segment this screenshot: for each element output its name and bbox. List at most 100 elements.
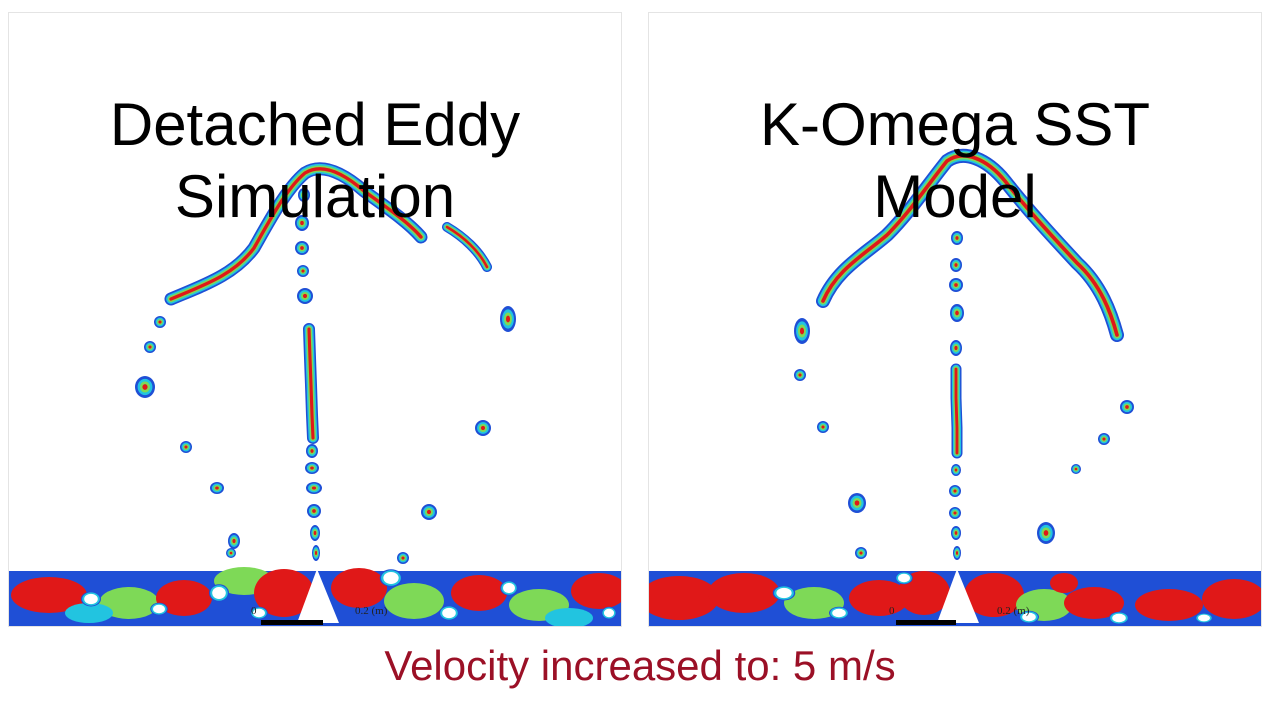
droplet-contour (310, 449, 314, 453)
pool-blob (784, 587, 844, 619)
pool-blob (11, 577, 87, 613)
velocity-caption: Velocity increased to: 5 m/s (384, 642, 896, 689)
des-droplets (135, 162, 516, 564)
droplet-contour (854, 500, 860, 506)
pool-blob (451, 575, 507, 611)
scale-end-label: 0.2 (m) (355, 605, 388, 617)
droplet-contour (300, 220, 304, 226)
scale-start-label: 0 (889, 605, 895, 617)
des-panel-title: Detached Eddy Simulation (9, 89, 621, 233)
droplet-contour (954, 468, 958, 472)
pool-blob (571, 573, 621, 609)
droplet-contour (184, 445, 188, 449)
droplet-contour (310, 466, 314, 470)
droplet-contour (1043, 530, 1049, 536)
pool-blob (964, 573, 1024, 617)
pool-blob (649, 576, 719, 620)
pool-bubble (503, 582, 515, 594)
des-simulation-panel: Detached Eddy Simulation 0 0.2 (m) (8, 12, 622, 627)
sst-panel-title: K-Omega SST Model (649, 89, 1261, 233)
droplet-contour (301, 269, 305, 273)
des-contour-plot (9, 162, 621, 626)
nozzle-triangle (937, 569, 979, 623)
title-line-1: Detached Eddy (109, 91, 521, 158)
droplet-contour (1125, 405, 1129, 409)
droplet-contour (313, 530, 317, 536)
pool-blob (898, 571, 950, 615)
pool-bubble (1112, 613, 1126, 623)
pool-bubble (776, 587, 792, 599)
pool-bubble (153, 604, 165, 614)
pool-bubble (253, 608, 265, 618)
pool-blob (545, 608, 593, 626)
droplet-contour (302, 293, 308, 299)
pool-bubble (1198, 614, 1210, 622)
droplet-contour (954, 345, 958, 351)
droplet-contour (300, 246, 304, 250)
scale-bar (896, 620, 956, 625)
droplet-contour (314, 550, 318, 556)
droplet-contour (955, 310, 959, 316)
droplet-contour (215, 486, 219, 490)
liquid-sheet-contour (169, 167, 423, 301)
droplet-contour (426, 509, 432, 515)
droplet-contour (799, 327, 805, 335)
title-line-2: Simulation (174, 163, 456, 230)
pool-blob (99, 587, 159, 619)
scale-end-label: 0.2 (m) (997, 605, 1030, 617)
liquid-sheet-contour (821, 154, 1119, 337)
droplet-contour (142, 384, 148, 390)
droplet-contour (148, 345, 152, 349)
droplet-contour (954, 531, 958, 535)
pool-blob (1202, 579, 1261, 619)
droplet-contour (311, 486, 317, 490)
pool-blob (849, 580, 909, 616)
droplet-contour (312, 509, 316, 513)
pool-bubble (383, 572, 399, 584)
droplet-contour (505, 315, 511, 323)
droplet-contour (821, 425, 825, 429)
pool-bubble (603, 608, 615, 618)
sst-droplets (794, 148, 1134, 560)
droplet-contour (798, 373, 802, 377)
pool-bubble (898, 573, 910, 583)
droplet-contour (229, 551, 233, 555)
liquid-sheet-contour (445, 225, 489, 269)
pool-bubble (832, 608, 846, 618)
droplet-contour (1102, 437, 1106, 441)
pool-bubble (84, 593, 98, 605)
scale-start-label: 0 (251, 605, 257, 617)
droplet-contour (158, 320, 162, 324)
droplet-contour (955, 551, 959, 555)
droplet-contour (480, 425, 486, 431)
pool-blob (1064, 587, 1124, 619)
liquid-sheet-contour (307, 327, 315, 440)
droplet-contour (302, 193, 306, 197)
pool-blob (331, 568, 387, 608)
title-line-2: Model (873, 163, 1037, 230)
sst-contour-plot (649, 148, 1261, 626)
scale-bar (261, 620, 323, 625)
droplet-contour (953, 511, 957, 515)
droplet-contour (954, 263, 958, 267)
pool-blob (156, 580, 212, 616)
droplet-contour (232, 538, 236, 544)
droplet-contour (954, 283, 958, 287)
pool-blob (384, 583, 444, 619)
pool-blob (65, 603, 113, 623)
nozzle-triangle (297, 569, 339, 623)
droplet-contour (1074, 467, 1078, 471)
droplet-contour (401, 556, 405, 560)
pool-bubble (1022, 612, 1036, 622)
title-line-1: K-Omega SST (759, 91, 1151, 158)
droplet-contour (859, 551, 863, 555)
pool-blob (254, 569, 314, 617)
k-omega-sst-panel: K-Omega SST Model 0 0.2 (m) (648, 12, 1262, 627)
pool-bubble (212, 587, 226, 599)
pool-blob (708, 573, 780, 613)
pool-bubble (442, 607, 456, 619)
pool-blob (1050, 573, 1078, 593)
droplet-contour (953, 489, 957, 493)
pool-blob (1135, 589, 1203, 621)
liquid-sheet-contour (954, 367, 959, 455)
